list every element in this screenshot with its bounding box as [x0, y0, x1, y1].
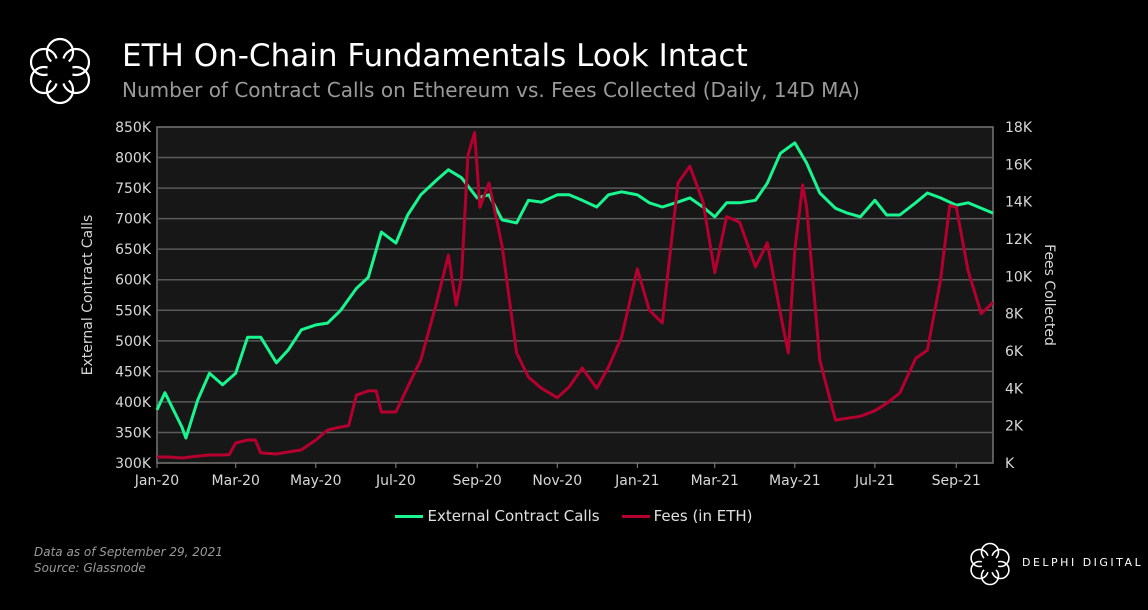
y2-tick-label: 4K [1005, 381, 1024, 397]
y2-tick-label: 6K [1005, 344, 1024, 360]
legend-item-calls[interactable]: External Contract Calls [395, 507, 600, 525]
legend-swatch [395, 514, 424, 518]
legend-swatch [621, 514, 650, 518]
legend: External Contract Calls Fees (in ETH) [0, 507, 1148, 525]
x-tick-label: May-21 [769, 473, 821, 489]
y-tick-label: 850K [115, 120, 152, 136]
brand-name: DELPHI DIGITAL [1022, 556, 1144, 569]
x-tick-label: Sep-21 [932, 473, 981, 489]
delphi-brand-logo-icon [965, 540, 1015, 588]
y-tick-label: 800K [115, 151, 152, 167]
x-tick-label: Jul-21 [854, 473, 895, 489]
y2-tick-label: 2K [1005, 419, 1024, 435]
y-tick-label: 350K [115, 425, 152, 441]
x-tick-label: Mar-21 [691, 473, 739, 489]
y-tick-label: 450K [115, 364, 152, 380]
x-tick-label: Jan-20 [134, 473, 179, 489]
y-tick-label: 750K [115, 181, 152, 197]
y-tick-label: 400K [115, 395, 152, 411]
y2-tick-label: 14K [1005, 195, 1033, 211]
x-tick-label: Jul-20 [375, 473, 416, 489]
page-title: ETH On-Chain Fundamentals Look Intact [122, 38, 748, 74]
y-tick-label: 300K [115, 456, 152, 472]
x-tick-label: Sep-20 [453, 473, 502, 489]
y-tick-label: 550K [115, 303, 152, 319]
y-tick-label: 600K [115, 273, 152, 289]
y2-axis-title: Fees Collected [1041, 244, 1057, 346]
legend-label: External Contract Calls [427, 507, 600, 525]
legend-label: Fees (in ETH) [653, 507, 753, 525]
y2-tick-label: K [1005, 456, 1015, 472]
y-tick-label: 700K [115, 212, 152, 228]
y2-tick-label: 16K [1005, 157, 1033, 173]
plot-area [156, 126, 994, 464]
data-date-note: Data as of September 29, 2021 [34, 545, 223, 559]
y-axis-title: External Contract Calls [80, 215, 96, 376]
y2-tick-label: 10K [1005, 269, 1033, 285]
y2-tick-label: 8K [1005, 307, 1024, 323]
source-note: Source: Glassnode [34, 561, 146, 575]
y-tick-label: 500K [115, 334, 152, 350]
page-subtitle: Number of Contract Calls on Ethereum vs.… [122, 78, 860, 102]
x-tick-label: Mar-20 [212, 473, 260, 489]
y2-tick-label: 12K [1005, 232, 1033, 248]
y-tick-label: 650K [115, 242, 152, 258]
x-tick-label: May-20 [290, 473, 342, 489]
x-tick-label: Nov-20 [532, 473, 582, 489]
delphi-logo-icon [22, 36, 98, 106]
x-tick-label: Jan-21 [614, 473, 659, 489]
series-line-contract-calls [155, 141, 994, 440]
series-line-fees [157, 131, 995, 460]
legend-item-fees[interactable]: Fees (in ETH) [621, 507, 753, 525]
y2-tick-label: 18K [1005, 120, 1033, 136]
